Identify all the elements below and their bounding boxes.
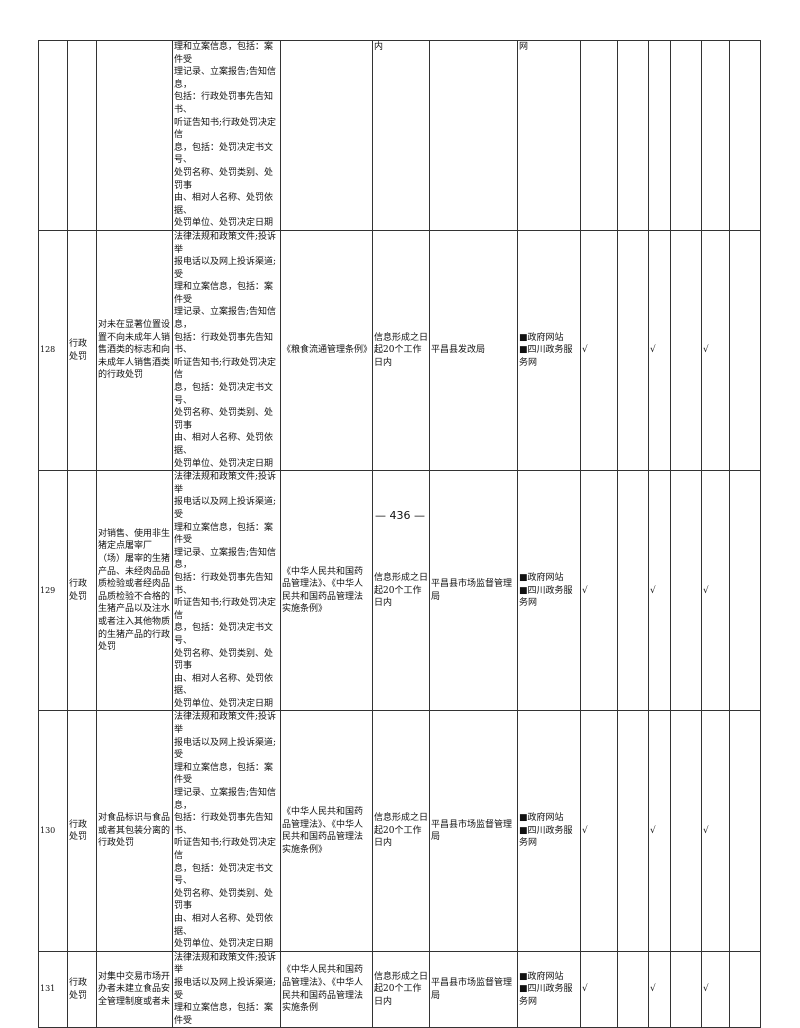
legal-basis-cell — [280, 40, 373, 231]
check-5-cell: √ — [701, 229, 730, 472]
disclosure-time-cell: 内 — [372, 40, 430, 231]
disclosure-content-cell: 理和立案信息，包括：案件受 理记录、立案报告;告知信息， 包括：行政处罚事先告知… — [172, 40, 281, 231]
check-1-cell: √ — [580, 470, 618, 712]
check-4-cell — [670, 229, 702, 472]
check-6-cell — [729, 229, 761, 472]
table-row: 131 行政处罚 对集中交易市场开办者未建立食品安全管理制度或者未 法律法规和政策文件… — [38, 950, 761, 1028]
disclosure-subject-cell: 平昌县市场监督管理局 — [429, 950, 518, 1028]
page-number: — 436 — — [375, 509, 425, 522]
disclosure-channel-cell: ■政府网站 ■四川政务服务网 — [517, 710, 581, 952]
check-1-cell: √ — [580, 950, 618, 1028]
check-5-cell: √ — [701, 710, 730, 952]
item-name-cell: 对销售、使用非生猪定点屠宰厂（场）屠宰的生猪产品、未经肉品品质检验或者经肉品品质… — [96, 470, 173, 712]
check-6-cell — [729, 470, 761, 712]
row-number-cell: 131 — [38, 950, 68, 1028]
check-2-cell — [617, 470, 649, 712]
disclosure-table: 理和立案信息，包括：案件受 理记录、立案报告;告知信息， 包括：行政处罚事先告知… — [38, 40, 761, 1028]
check-6-cell — [729, 950, 761, 1028]
check-1-cell: √ — [580, 710, 618, 952]
check-3-cell — [648, 40, 671, 231]
row-number-cell: 128 — [38, 229, 68, 472]
disclosure-time-cell: 信息形成之日起20个工作日内 — [372, 229, 430, 472]
disclosure-channel-cell: ■政府网站 ■四川政务服务网 — [517, 950, 581, 1028]
check-2-cell — [617, 40, 649, 231]
category-cell: 行政处罚 — [67, 710, 97, 952]
item-name-cell: 对食品标识与食品或者其包装分离的行政处罚 — [96, 710, 173, 952]
disclosure-time-cell: 信息形成之日起20个工作日内 — [372, 470, 430, 712]
check-5-cell: √ — [701, 950, 730, 1028]
check-4-cell — [670, 40, 702, 231]
check-5-cell — [701, 40, 730, 231]
check-2-cell — [617, 710, 649, 952]
check-6-cell — [729, 710, 761, 952]
check-4-cell — [670, 470, 702, 712]
legal-basis-cell: 《粮食流通管理条例》 — [280, 229, 373, 472]
check-3-cell: √ — [648, 950, 671, 1028]
row-number-cell — [38, 40, 68, 231]
table-row: 128 行政处罚 对未在显著位置设置不向未成年人销售酒类的标志和向未成年人销售酒类的… — [38, 229, 761, 472]
disclosure-time-cell: 信息形成之日起20个工作日内 — [372, 710, 430, 952]
disclosure-content-cell: 法律法规和政策文件;投诉举 报电话以及网上投诉渠道;受 理和立案信息，包括：案件… — [172, 950, 281, 1028]
disclosure-content-cell: 法律法规和政策文件;投诉举 报电话以及网上投诉渠道;受 理和立案信息，包括：案件… — [172, 229, 281, 472]
disclosure-content-cell: 法律法规和政策文件;投诉举 报电话以及网上投诉渠道;受 理和立案信息，包括：案件… — [172, 710, 281, 952]
check-3-cell: √ — [648, 229, 671, 472]
item-name-cell: 对集中交易市场开办者未建立食品安全管理制度或者未 — [96, 950, 173, 1028]
disclosure-channel-cell: ■政府网站 ■四川政务服务网 — [517, 470, 581, 712]
table-row: 129 行政处罚 对销售、使用非生猪定点屠宰厂（场）屠宰的生猪产品、未经肉品品质检验… — [38, 470, 761, 712]
check-1-cell: √ — [580, 229, 618, 472]
disclosure-subject-cell — [429, 40, 518, 231]
category-cell: 行政处罚 — [67, 229, 97, 472]
disclosure-content-cell: 法律法规和政策文件;投诉举 报电话以及网上投诉渠道;受 理和立案信息，包括：案件… — [172, 470, 281, 712]
disclosure-channel-cell: ■政府网站 ■四川政务服务网 — [517, 229, 581, 472]
table-row: 理和立案信息，包括：案件受 理记录、立案报告;告知信息， 包括：行政处罚事先告知… — [38, 40, 761, 231]
check-4-cell — [670, 950, 702, 1028]
category-cell: 行政处罚 — [67, 470, 97, 712]
disclosure-subject-cell: 平昌县发改局 — [429, 229, 518, 472]
category-cell: 行政处罚 — [67, 950, 97, 1028]
table-row: 130 行政处罚 对食品标识与食品或者其包装分离的行政处罚 法律法规和政策文件;投诉举… — [38, 710, 761, 952]
category-cell — [67, 40, 97, 231]
row-number-cell: 129 — [38, 470, 68, 712]
disclosure-subject-cell: 平昌县市场监督管理局 — [429, 470, 518, 712]
check-3-cell: √ — [648, 710, 671, 952]
check-6-cell — [729, 40, 761, 231]
check-1-cell — [580, 40, 618, 231]
check-2-cell — [617, 229, 649, 472]
legal-basis-cell: 《中华人民共和国药品管理法》、《中华人民共和国药品管理法实施条例》 — [280, 710, 373, 952]
row-number-cell: 130 — [38, 710, 68, 952]
check-5-cell: √ — [701, 470, 730, 712]
disclosure-time-cell: 信息形成之日起20个工作日内 — [372, 950, 430, 1028]
item-name-cell: 对未在显著位置设置不向未成年人销售酒类的标志和向未成年人销售酒类的行政处罚 — [96, 229, 173, 472]
disclosure-subject-cell: 平昌县市场监督管理局 — [429, 710, 518, 952]
check-4-cell — [670, 710, 702, 952]
item-name-cell — [96, 40, 173, 231]
disclosure-channel-cell: 网 — [517, 40, 581, 231]
check-3-cell: √ — [648, 470, 671, 712]
legal-basis-cell: 《中华人民共和国药品管理法》、《中华人民共和国药品管理法实施条例》 — [280, 470, 373, 712]
check-2-cell — [617, 950, 649, 1028]
legal-basis-cell: 《中华人民共和国药品管理法》、《中华人民共和国药品管理法实施条例 — [280, 950, 373, 1028]
